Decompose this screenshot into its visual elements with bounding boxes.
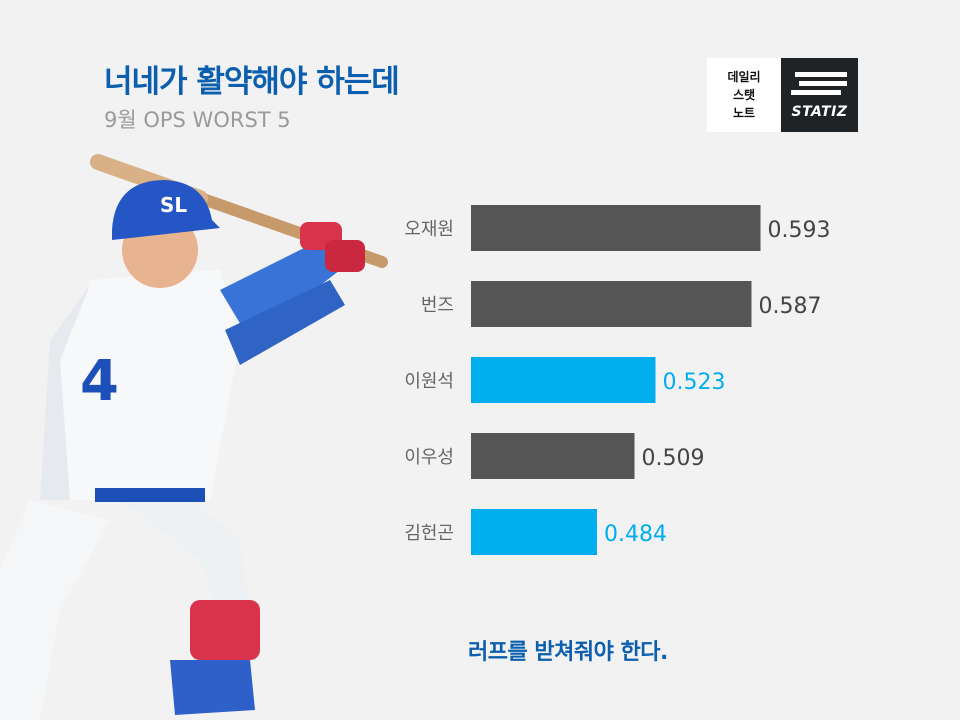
page-title: 너네가 활약해야 하는데: [104, 64, 400, 100]
footer-caption: 러프를 받쳐줘야 한다.: [468, 640, 668, 665]
logo-line-2: 스탯: [732, 88, 756, 102]
value-label: 0.523: [663, 370, 726, 395]
bar: [471, 281, 752, 327]
category-label: 번즈: [421, 295, 454, 316]
svg-text:SL: SL: [160, 193, 187, 217]
baseball-player-illustration: 4 SL: [0, 154, 388, 720]
bar: [471, 433, 635, 479]
category-label: 오재원: [404, 219, 454, 240]
value-label: 0.509: [642, 446, 705, 471]
bar: [471, 509, 597, 555]
category-label: 김헌곤: [404, 523, 454, 544]
statiz-logo: STATIZ: [781, 58, 858, 132]
logo-line-1: 데일리: [727, 70, 761, 84]
category-label: 이우성: [404, 447, 454, 468]
category-label: 이원석: [404, 371, 454, 392]
bar: [471, 205, 761, 251]
logo-line-3: 노트: [732, 106, 756, 120]
statiz-stripes-icon: [791, 72, 847, 95]
value-label: 0.587: [759, 294, 822, 319]
bar: [471, 357, 656, 403]
value-label: 0.593: [768, 218, 831, 243]
statiz-logo-text: STATIZ: [791, 104, 848, 120]
page-subtitle: 9월 OPS WORST 5: [104, 108, 291, 132]
daily-stat-note-logo: 데일리 스탯 노트: [707, 58, 781, 132]
svg-text:4: 4: [80, 349, 119, 414]
value-label: 0.484: [604, 522, 667, 547]
